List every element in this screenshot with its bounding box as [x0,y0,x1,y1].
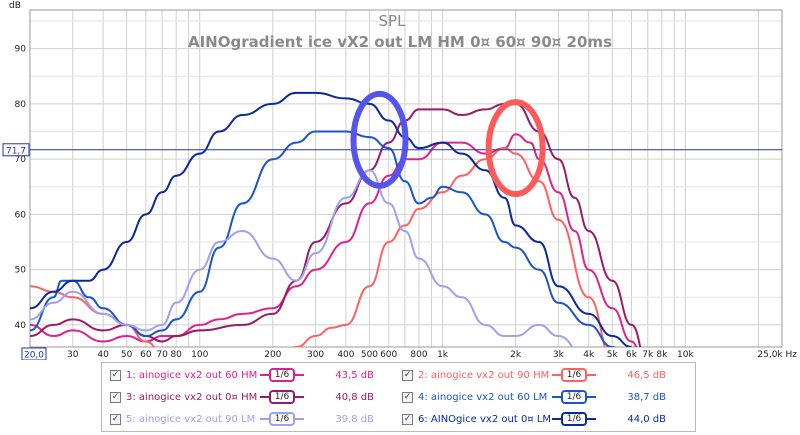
x-tick-label: 1k [437,350,449,360]
x-tick-label: 60 [140,350,152,360]
annotation-group [350,90,546,198]
chart-svg: SPL AINOgradient ice vX2 out LM HM 0¤ 60… [2,1,797,361]
x-tick-label: 800 [410,350,427,360]
legend-label: 4: ainogice vx2 out 60 LM [418,391,548,403]
series-line [30,169,574,347]
y-tick-label: 90 [15,45,27,55]
smoothing-selector[interactable]: 1/6 [552,412,596,426]
legend-label: 6: AINOgice vx2 out 0¤ LM [418,413,550,425]
series-line [30,130,617,347]
y-tick-label: 50 [15,266,27,276]
x-tick-label: 5k [607,350,619,360]
annotation-ellipse [350,90,409,189]
legend-value: 38,7 dB [627,391,666,403]
smoothing-selector[interactable]: 1/6 [552,390,596,404]
x-tick-label: 30 [67,350,79,360]
x-tick-label: 2k [510,350,522,360]
x-tick-label: 400 [337,350,354,360]
x-tick-label: 200 [264,350,281,360]
legend-item: ✓ 2: ainogice vx2 out 90 HM 1/6 46,5 dB [402,364,666,386]
series-line [30,147,606,347]
x-tick-label: 80 [170,350,182,360]
legend-label: 2: ainogice vx2 out 90 HM [418,369,550,381]
x-tick-label: 6k [626,350,638,360]
legend-value: 40,8 dB [335,391,374,403]
legend-label: 5: ainogice vx2 out 90 LM [126,413,256,425]
smoothing-selector[interactable]: 1/6 [552,368,596,382]
annotation-ellipse [485,99,546,198]
legend-value: 43,5 dB [335,369,374,381]
legend-item: ✓ 3: ainogice vx2 out 0¤ HM 1/6 40,8 dB [110,386,374,408]
legend-checkbox[interactable]: ✓ [402,369,413,381]
y-tick-label: 80 [15,100,27,110]
x-tick-label: 3k [553,350,565,360]
legend-checkbox[interactable]: ✓ [110,369,121,381]
series-line [30,102,642,347]
smoothing-selector[interactable]: 1/6 [260,368,304,382]
chart-subtitle: AINOgradient ice vX2 out LM HM 0¤ 60¤ 90… [188,33,612,51]
smoothing-label: 1/6 [269,390,295,404]
x-tick-label: 40 [97,350,109,360]
x-tick-label: 500 [361,350,378,360]
y-tick-label: 60 [15,210,27,220]
legend-label: 3: ainogice vx2 out 0¤ HM [126,391,258,403]
x-min-label-box [21,347,47,360]
y-tick-label: 70 [15,155,27,165]
legend: ✓ 1: ainogice vx2 out 60 HM 1/6 43,5 dB ✓ 2: … [101,362,696,432]
legend-label: 1: ainogice vx2 out 60 HM [126,369,258,381]
spl-chart: SPL AINOgradient ice vX2 out LM HM 0¤ 60… [2,1,797,361]
x-min-label: 20,0 [24,351,44,361]
legend-checkbox[interactable]: ✓ [110,391,121,403]
x-tick-label: 50 [121,350,133,360]
reference-line-group: 71,7 [2,143,782,157]
x-tick-label: 70 [156,350,168,360]
chart-title: SPL [379,12,407,30]
plot-frame [29,9,783,348]
reference-label-box [2,143,30,157]
smoothing-selector[interactable]: 1/6 [260,412,304,426]
legend-item: ✓ 6: AINOgice vx2 out 0¤ LM 1/6 44,0 dB [402,408,666,430]
legend-value: 46,5 dB [627,369,666,381]
smoothing-label: 1/6 [561,368,587,382]
x-tick-label: 25,0k Hz [757,350,797,360]
smoothing-selector[interactable]: 1/6 [260,390,304,404]
y-tick-label: 40 [15,321,27,331]
x-tick-label: 100 [191,350,208,360]
legend-value: 39,8 dB [335,413,374,425]
legend-item: ✓ 1: ainogice vx2 out 60 HM 1/6 43,5 dB [110,364,374,386]
x-tick-label: 8k [656,350,668,360]
legend-checkbox[interactable]: ✓ [402,391,413,403]
reference-label: 71,7 [6,146,26,156]
smoothing-label: 1/6 [561,412,587,426]
series-line [30,91,632,347]
legend-item: ✓ 5: ainogice vx2 out 90 LM 1/6 39,8 dB [110,408,374,430]
smoothing-label: 1/6 [561,390,587,404]
x-tick-label: 7k [642,350,654,360]
x-tick-label: 10k [677,350,694,360]
smoothing-label: 1/6 [269,368,295,382]
legend-checkbox[interactable]: ✓ [110,413,121,425]
legend-item: ✓ 4: ainogice vx2 out 60 LM 1/6 38,7 dB [402,386,666,408]
series-group [30,91,642,347]
y-gridlines [30,20,782,326]
legend-value: 44,0 dB [627,413,666,425]
x-tick-label: 4k [583,350,595,360]
smoothing-label: 1/6 [269,412,295,426]
x-tick-label: 600 [380,350,397,360]
y-axis-label: dB [9,1,21,11]
legend-checkbox[interactable]: ✓ [402,413,413,425]
x-tick-label: 300 [307,350,324,360]
